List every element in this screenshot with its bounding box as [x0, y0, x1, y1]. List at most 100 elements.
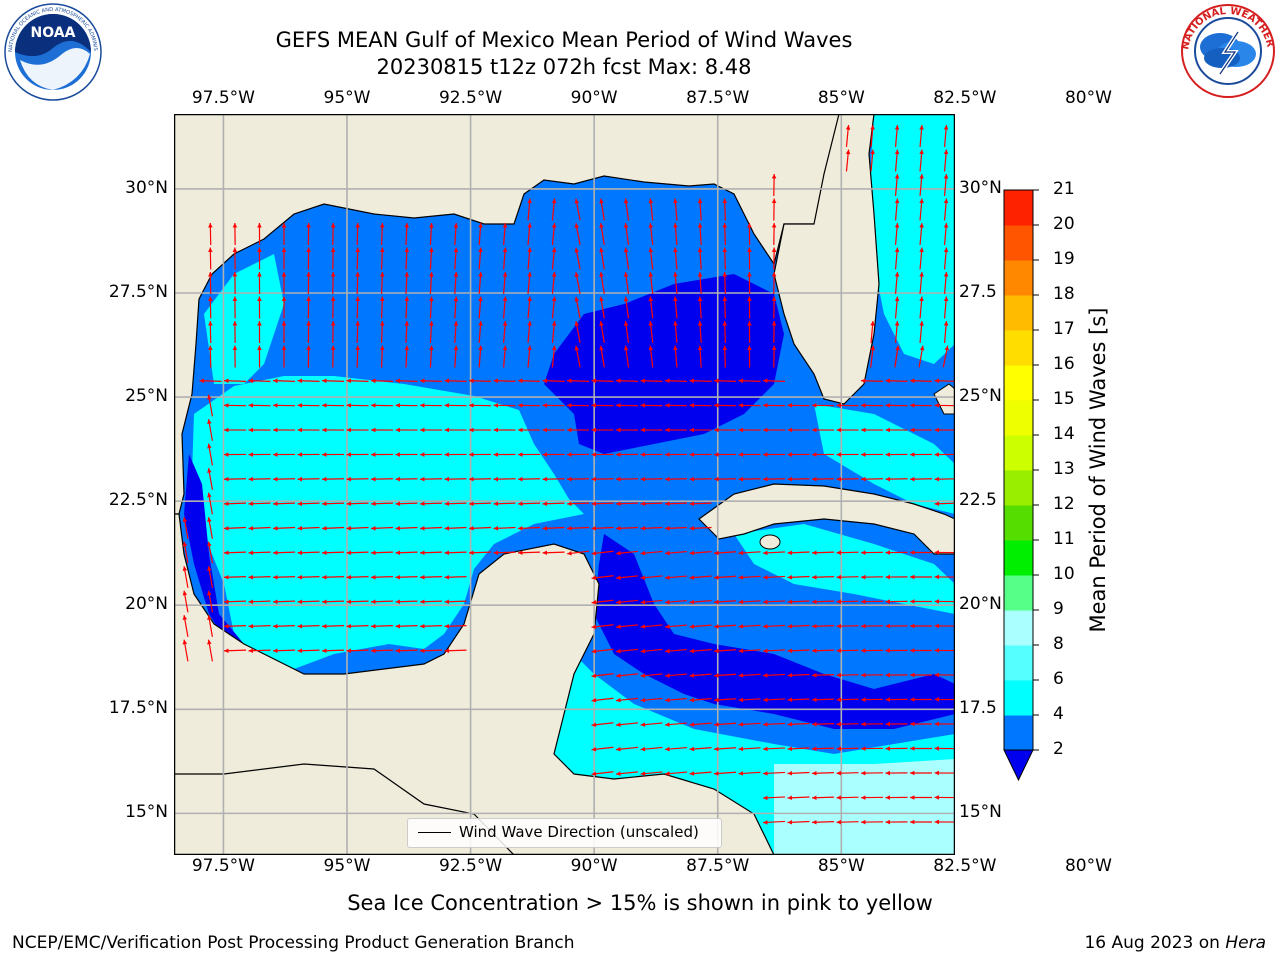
- wave-arrow: [747, 247, 752, 270]
- wave-arrow: [281, 296, 287, 319]
- wave-arrow: [615, 378, 639, 384]
- wave-arrow: [811, 452, 835, 457]
- lat-tick-left-3: 22.5°N: [108, 490, 168, 511]
- wave-arrow: [664, 648, 688, 654]
- lon-tick-bottom-6: 82.5°W: [933, 856, 997, 876]
- wave-arrow: [919, 124, 924, 148]
- wave-arrow: [771, 296, 777, 319]
- wave-arrow: [648, 247, 654, 270]
- wave-arrow: [689, 746, 712, 752]
- wave-arrow: [208, 345, 213, 368]
- colorbar-tick-5: 10: [1053, 564, 1075, 584]
- wave-arrow: [664, 746, 688, 752]
- wave-arrow: [444, 452, 467, 457]
- wave-arrow: [281, 271, 287, 295]
- wave-arrow: [909, 648, 933, 653]
- wave-arrow: [419, 501, 443, 506]
- wave-arrow: [894, 149, 900, 172]
- wave-arrow: [591, 403, 614, 408]
- wave-arrow: [919, 149, 924, 172]
- wave-arrow: [574, 321, 581, 343]
- wave-arrow: [909, 476, 933, 482]
- wave-arrow: [248, 623, 271, 629]
- wave-arrow: [248, 501, 271, 506]
- wave-arrow: [811, 697, 835, 702]
- wave-arrow: [297, 574, 320, 580]
- wave-arrow: [223, 427, 247, 433]
- wave-arrow: [909, 427, 933, 433]
- map-title: GEFS MEAN Gulf of Mexico Mean Period of …: [275, 28, 853, 52]
- wave-arrow: [713, 771, 737, 776]
- wave-arrow: [330, 345, 336, 368]
- wave-arrow: [787, 575, 810, 580]
- wave-arrow: [502, 271, 508, 295]
- wave-arrow: [787, 795, 810, 801]
- wave-arrow: [762, 378, 786, 384]
- wave-arrow: [493, 526, 516, 531]
- lon-tick-top-6: 82.5°W: [933, 88, 997, 108]
- wave-arrow: [321, 599, 345, 604]
- wave-arrow: [689, 550, 712, 556]
- water-4-6s-straits: [814, 404, 955, 514]
- wave-arrow: [713, 722, 737, 727]
- wave-arrow: [713, 599, 737, 605]
- wave-arrow: [599, 345, 605, 368]
- wave-arrow: [232, 296, 238, 319]
- wave-arrow: [444, 378, 467, 384]
- wave-arrow: [689, 697, 712, 703]
- wave-arrow: [713, 624, 737, 629]
- wave-arrow: [885, 476, 908, 482]
- wave-arrow: [909, 452, 933, 457]
- water-8-9s: [774, 759, 955, 855]
- wave-arrow: [321, 550, 345, 555]
- wave-arrow: [762, 452, 786, 457]
- wave-arrow: [934, 427, 955, 433]
- wave-arrow: [836, 819, 859, 825]
- wave-arrow: [453, 296, 459, 319]
- wave-arrow: [771, 271, 777, 295]
- wave-arrow: [811, 623, 835, 629]
- wave-arrow: [419, 550, 443, 555]
- wave-arrow: [713, 452, 737, 457]
- wave-arrow: [615, 452, 639, 457]
- wave-arrow: [689, 378, 712, 384]
- wave-arrow: [223, 550, 247, 555]
- wave-arrow: [429, 296, 434, 319]
- wave-arrow: [248, 648, 271, 653]
- wave-arrow: [918, 345, 925, 368]
- wave-arrow: [207, 443, 214, 466]
- lon-tick-bottom-7: 80°W: [1064, 856, 1112, 876]
- wave-arrow: [623, 345, 630, 368]
- wave-arrow: [419, 623, 443, 629]
- wave-arrow: [771, 198, 777, 221]
- wave-arrow: [493, 378, 516, 384]
- nws-logo: NATIONAL WEATHER SERVICE: [1178, 2, 1276, 98]
- wave-arrow: [919, 296, 924, 319]
- wave-arrow: [811, 403, 835, 408]
- wave-arrow: [527, 296, 532, 319]
- wave-arrow: [330, 222, 336, 246]
- wave-arrow: [478, 222, 483, 246]
- wave-arrow: [182, 639, 189, 662]
- wave-arrow: [762, 771, 786, 776]
- wave-arrow: [943, 198, 949, 221]
- wave-arrow: [648, 345, 654, 368]
- wave-arrow: [355, 345, 360, 368]
- wave-arrow: [599, 247, 605, 270]
- wave-arrow: [640, 697, 663, 703]
- wave-arrow: [379, 222, 385, 246]
- wave-arrow: [395, 427, 418, 433]
- wave-arrow: [894, 173, 900, 197]
- wave-arrow: [885, 697, 908, 702]
- wave-arrow: [574, 272, 581, 294]
- wave-arrow: [870, 320, 875, 344]
- wave-arrow: [542, 427, 565, 433]
- wave-arrow: [346, 403, 369, 408]
- wave-arrow: [404, 222, 410, 246]
- wave-arrow: [321, 623, 345, 629]
- wave-arrow: [248, 403, 271, 408]
- wave-arrow: [919, 247, 924, 270]
- wave-arrow: [346, 648, 369, 653]
- lon-tick-bottom-5: 85°W: [817, 856, 865, 876]
- wave-arrow: [346, 452, 369, 457]
